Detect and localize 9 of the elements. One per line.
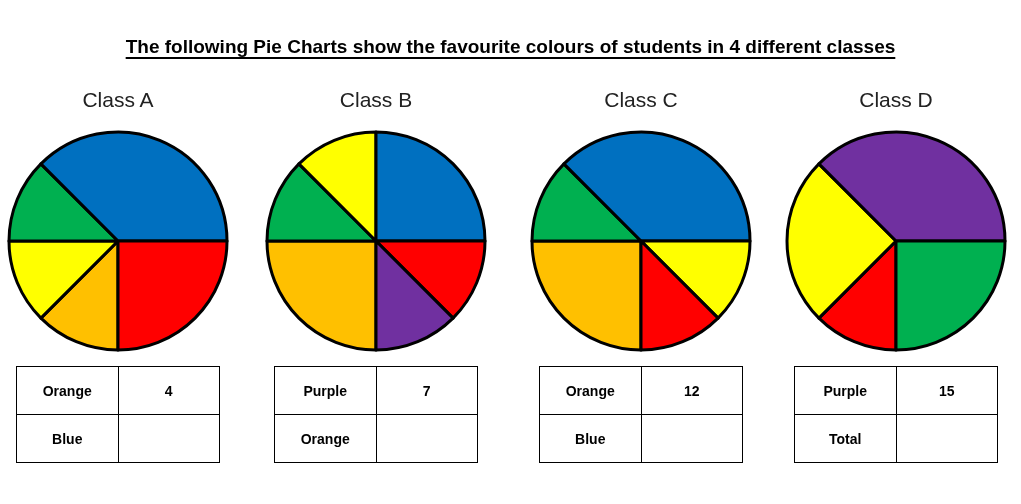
answer-table: Purple 15 Total xyxy=(794,366,998,463)
chart-title: Class A xyxy=(82,87,154,111)
answer-table: Purple 7 Orange xyxy=(274,366,478,463)
text: The following Pie Charts show the favourite colours of students in 4 different classes xyxy=(125,36,896,58)
answer-table: Orange 4 Blue xyxy=(16,366,220,463)
chart-title: Class D xyxy=(859,87,933,111)
chart-title: Class B xyxy=(339,87,413,111)
chart-title: Class C xyxy=(604,87,678,111)
answer-table: Orange 12 Blue xyxy=(539,366,743,463)
